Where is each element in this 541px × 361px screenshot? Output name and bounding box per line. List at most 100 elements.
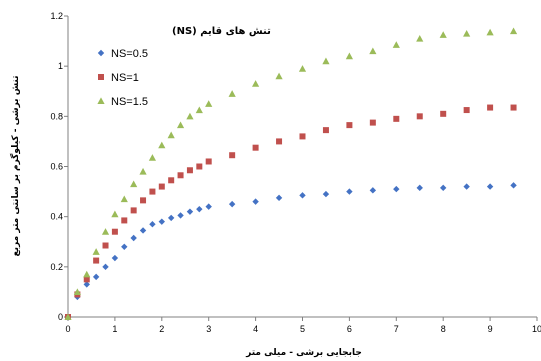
data-point xyxy=(322,190,330,198)
data-point xyxy=(186,208,194,215)
data-point xyxy=(205,158,212,165)
data-point xyxy=(439,31,447,38)
data-point xyxy=(276,138,283,145)
x-tick-label: 2 xyxy=(159,324,164,334)
data-point xyxy=(205,203,212,210)
legend: تنش های قایم (NS) NS=0.5 NS=1 NS=1.5 xyxy=(97,26,271,108)
x-tick-label: 1 xyxy=(112,324,117,334)
x-tick-label: 4 xyxy=(253,324,258,334)
data-point xyxy=(252,80,260,87)
data-point xyxy=(369,47,377,55)
data-point xyxy=(130,207,137,214)
data-point xyxy=(369,187,377,194)
legend-entry-label: NS=1.5 xyxy=(111,96,148,108)
data-point xyxy=(64,313,72,321)
data-point xyxy=(510,182,517,189)
data-point xyxy=(186,167,193,174)
data-point xyxy=(275,72,283,80)
data-point xyxy=(111,254,119,262)
data-point xyxy=(186,112,194,120)
data-point xyxy=(120,195,128,203)
data-point xyxy=(83,276,90,283)
data-point xyxy=(73,288,81,295)
data-point xyxy=(196,163,203,170)
y-tick-label: 0.6 xyxy=(50,162,63,172)
data-point xyxy=(299,192,306,199)
x-tick-label: 5 xyxy=(300,324,305,334)
data-point xyxy=(83,281,90,288)
series-ns-1 xyxy=(65,104,517,320)
data-point xyxy=(509,27,518,35)
x-tick-label: 10 xyxy=(532,324,541,334)
data-point xyxy=(149,188,156,195)
legend-marker xyxy=(97,49,105,57)
data-point xyxy=(463,107,470,114)
axes: 0 1 2 3 4 5 6 7 8 9 10 0 0.2 0.4 0.6 0.8 1 1.2 xyxy=(50,11,541,334)
data-point xyxy=(440,184,447,192)
data-point xyxy=(102,263,109,271)
data-point xyxy=(416,184,423,192)
data-point xyxy=(322,127,329,134)
data-point xyxy=(392,41,400,48)
data-point xyxy=(229,152,236,159)
data-point xyxy=(158,218,165,225)
y-tick-label: 0.4 xyxy=(50,212,63,222)
y-axis-title: تنش برشی - کیلوگرم بر سانتی متر مربع xyxy=(9,76,21,257)
x-axis-title: جابجایی برشی - میلی متر xyxy=(245,348,362,358)
data-point xyxy=(486,183,494,190)
data-point xyxy=(205,100,213,107)
x-tick-label: 6 xyxy=(347,324,352,334)
data-point xyxy=(149,220,156,228)
legend-marker xyxy=(97,97,105,105)
series-ns-0-5 xyxy=(64,182,517,321)
data-point xyxy=(487,104,494,111)
data-point xyxy=(275,194,283,202)
legend-title: تنش های قایم (NS) xyxy=(172,26,271,37)
data-point xyxy=(148,154,157,161)
data-point xyxy=(176,121,185,129)
data-point xyxy=(130,180,138,188)
series-layer xyxy=(64,27,518,321)
data-point xyxy=(463,29,471,37)
data-point xyxy=(83,270,91,278)
data-point xyxy=(440,110,447,117)
y-tick-label: 1.2 xyxy=(50,11,63,21)
y-tick-label: 0.2 xyxy=(50,262,63,272)
data-point xyxy=(140,197,147,204)
data-point xyxy=(196,205,203,213)
data-point xyxy=(393,185,400,193)
data-point xyxy=(228,90,236,97)
data-point xyxy=(158,141,166,149)
data-point xyxy=(93,257,100,264)
x-tick-label: 9 xyxy=(488,324,493,334)
legend-entry-label: NS=1 xyxy=(111,72,139,84)
data-point xyxy=(92,273,100,281)
data-point xyxy=(121,243,128,250)
data-point xyxy=(102,242,109,249)
x-tick-label: 8 xyxy=(441,324,446,334)
data-point xyxy=(111,228,118,235)
data-point xyxy=(139,227,147,234)
data-point xyxy=(299,133,306,140)
data-point xyxy=(167,214,175,222)
x-tick-label: 3 xyxy=(206,324,211,334)
data-point xyxy=(346,188,353,195)
data-point xyxy=(510,104,517,111)
y-tick-label: 0.8 xyxy=(50,111,63,121)
data-point xyxy=(463,183,470,190)
data-point xyxy=(416,113,423,120)
data-point xyxy=(298,65,307,72)
data-point xyxy=(416,34,424,42)
data-point xyxy=(167,131,175,139)
data-point xyxy=(345,52,353,60)
legend-entry-label: NS=0.5 xyxy=(111,48,148,60)
data-point xyxy=(346,122,353,129)
data-point xyxy=(158,183,165,190)
x-tick-label: 7 xyxy=(394,324,399,334)
series-ns-1-5 xyxy=(64,27,518,321)
data-point xyxy=(121,217,128,224)
data-point xyxy=(92,248,100,255)
data-point xyxy=(322,57,330,65)
y-tick-label: 0 xyxy=(58,312,63,322)
data-point xyxy=(195,106,203,114)
